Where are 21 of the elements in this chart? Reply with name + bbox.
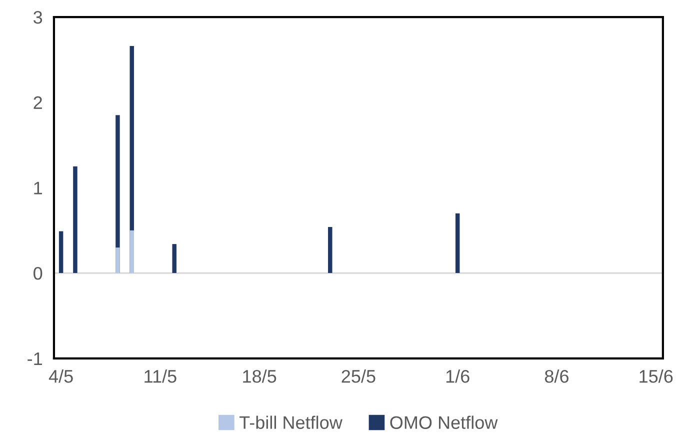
y-tick-label: 2 — [34, 96, 42, 109]
y-tick-label: 1 — [34, 182, 42, 194]
x-tick-label: 11/5 — [144, 370, 176, 383]
bar — [328, 226, 332, 274]
y-tick-label: 3 — [34, 10, 42, 24]
bar — [116, 247, 120, 274]
bar — [455, 213, 460, 274]
bar — [73, 166, 78, 274]
bar — [172, 244, 176, 274]
legend-label: OMO Netflow — [390, 416, 498, 429]
bar — [130, 230, 134, 274]
x-tick-label: 4/5 — [48, 370, 73, 383]
x-tick-label: 25/5 — [342, 370, 376, 383]
y-tick-label: -1 — [28, 352, 42, 365]
x-tick-label: 1/6 — [446, 370, 470, 383]
x-tick-label: 15/6 — [640, 370, 673, 383]
x-tick-label: 18/5 — [243, 370, 276, 383]
y-tick-label: 0 — [34, 266, 42, 280]
bar — [58, 231, 64, 274]
legend-label: T-bill Netflow — [239, 416, 342, 429]
x-tick-label: 8/6 — [544, 370, 568, 383]
